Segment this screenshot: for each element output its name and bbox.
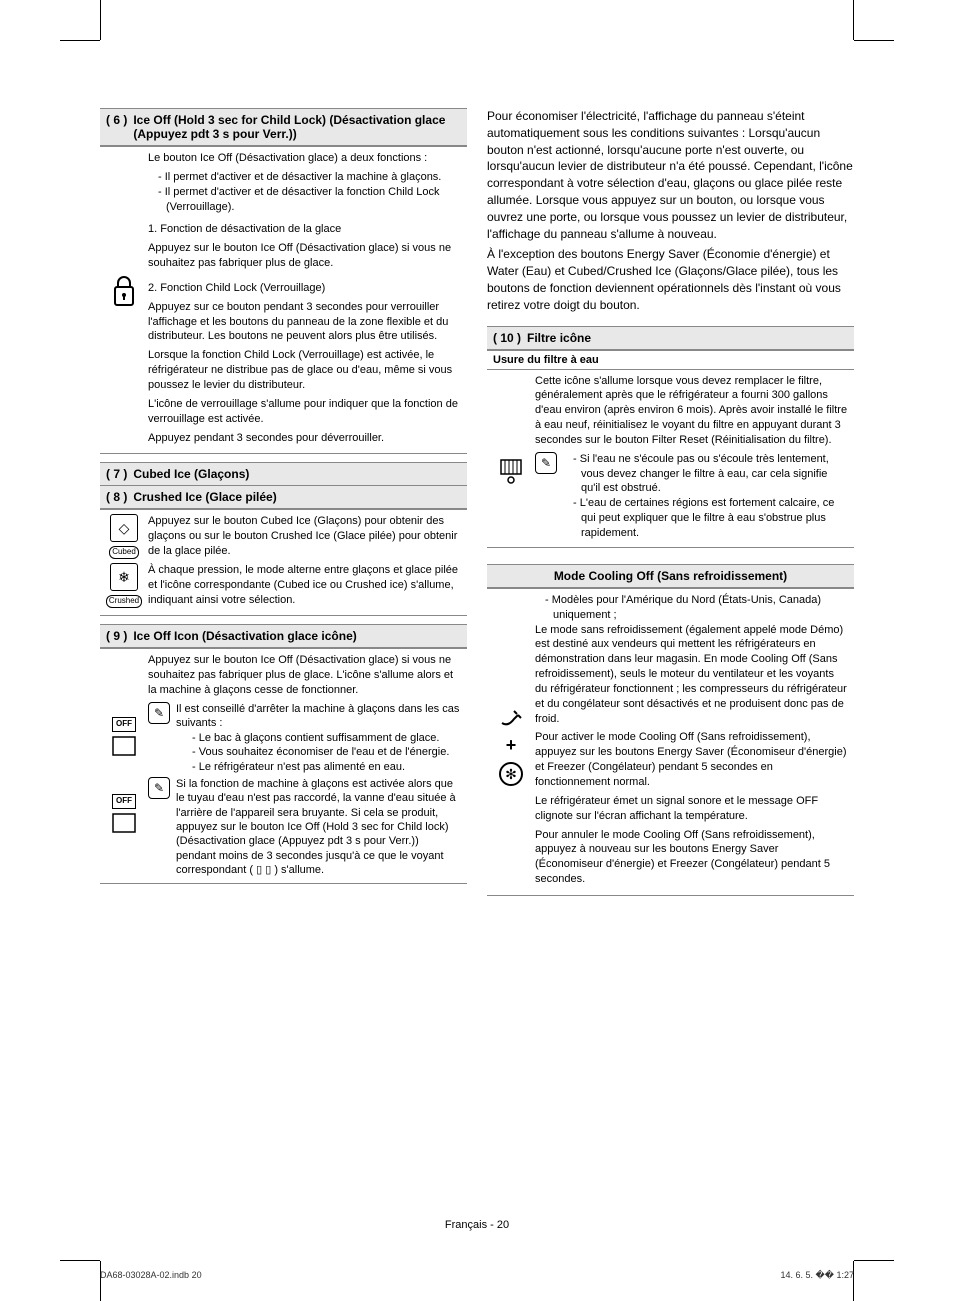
s9-tip2: Si la fonction de machine à glaçons est … — [176, 777, 461, 877]
s10-t1: Cette icône s'allume lorsque vous devez … — [535, 374, 848, 448]
s6-f1h: 1. Fonction de désactivation de la glace — [148, 222, 461, 237]
ice-off-icon-1 — [112, 736, 136, 756]
section-8-num: ( 8 ) — [106, 490, 127, 504]
cooling-t1: Le mode sans refroidissement (également … — [535, 623, 848, 727]
section-6-title: Ice Off (Hold 3 sec for Child Lock) (Dés… — [133, 113, 461, 141]
off-badge-2: OFF — [112, 794, 136, 809]
s10-tipA: Si l'eau ne s'écoule pas ou s'écoule trè… — [581, 452, 848, 497]
s6-f2h: 2. Fonction Child Lock (Verrouillage) — [148, 281, 461, 296]
columns: ( 6 ) Ice Off (Hold 3 sec for Child Lock… — [100, 108, 854, 896]
section-10-title: Filtre icône — [527, 331, 591, 345]
s6-f2t3: L'icône de verrouillage s'allume pour in… — [148, 397, 461, 427]
s9-t1: Appuyez sur le bouton Ice Off (Désactiva… — [148, 653, 461, 698]
cooling-b1: Modèles pour l'Amérique du Nord (États-U… — [553, 593, 848, 623]
section-10: ( 10 ) Filtre icône Usure du filtre à ea… — [487, 326, 854, 548]
s8-t1: Appuyez sur le bouton Cubed Ice (Glaçons… — [148, 514, 461, 559]
right-intro-p1: Pour économiser l'électricité, l'afficha… — [487, 108, 854, 242]
doc-footer-left: DA68-03028A-02.indb 20 — [100, 1270, 202, 1281]
crushed-label: Crushed — [106, 595, 142, 608]
cooling-icon-col: + ✻ — [493, 593, 529, 891]
cooling-title: Mode Cooling Off (Sans refroidissement) — [487, 564, 854, 588]
section-7-title: Cubed Ice (Glaçons) — [133, 467, 249, 481]
s9-tip1c: Le réfrigérateur n'est pas alimenté en e… — [200, 760, 461, 775]
cooling-body: + ✻ Modèles pour l'Amérique du Nord (Éta… — [487, 589, 854, 895]
ice-icons-col: ◇ Cubed ❄ Crushed — [106, 514, 142, 611]
off-badge-1: OFF — [112, 717, 136, 732]
cooling-t3: Le réfrigérateur émet un signal sonore e… — [535, 794, 848, 824]
cooling-t4: Pour annuler le mode Cooling Off (Sans r… — [535, 828, 848, 887]
section-10-num: ( 10 ) — [493, 331, 521, 345]
right-column: Pour économiser l'électricité, l'afficha… — [487, 108, 854, 896]
section-6: ( 6 ) Ice Off (Hold 3 sec for Child Lock… — [100, 108, 467, 454]
s6-f2t2: Lorsque la fonction Child Lock (Verrouil… — [148, 348, 461, 393]
off-icons-col: OFF OFF — [106, 653, 142, 879]
section-9-num: ( 9 ) — [106, 629, 127, 643]
section-10-header: ( 10 ) Filtre icône — [487, 326, 854, 350]
plus-icon: + — [506, 733, 517, 757]
lock-icon — [110, 275, 138, 309]
filter-icon — [497, 458, 525, 486]
section-8-header: ( 8 ) Crushed Ice (Glace pilée) — [100, 486, 467, 509]
ice-off-icon-2 — [112, 813, 136, 833]
section-9: ( 9 ) Ice Off Icon (Désactivation glace … — [100, 624, 467, 884]
section-6-body: Le bouton Ice Off (Désactivation glace) … — [100, 147, 467, 453]
section-7-header: ( 7 ) Cubed Ice (Glaçons) — [100, 462, 467, 486]
crushed-ice-icon: ❄ — [110, 563, 138, 591]
cubed-label: Cubed — [109, 546, 139, 559]
svg-text:✻: ✻ — [505, 766, 517, 782]
section-8-title: Crushed Ice (Glace pilée) — [133, 490, 276, 504]
plug-icon — [498, 707, 524, 729]
s6-bullet-2: Il permet d'activer et de désactiver la … — [166, 185, 461, 215]
section-8-body: ◇ Cubed ❄ Crushed Appuyez sur le bouton … — [100, 510, 467, 615]
section-6-num: ( 6 ) — [106, 113, 127, 127]
s9-tip1b: Vous souhaitez économiser de l'eau et de… — [200, 745, 461, 760]
section-6-header: ( 6 ) Ice Off (Hold 3 sec for Child Lock… — [100, 108, 467, 146]
s8-t2: À chaque pression, le mode alterne entre… — [148, 563, 461, 608]
s6-f2t4: Appuyez pendant 3 secondes pour déverrou… — [148, 431, 461, 446]
right-intro-p2: À l'exception des boutons Energy Saver (… — [487, 246, 854, 313]
cooling-section: Mode Cooling Off (Sans refroidissement) … — [487, 564, 854, 896]
tip-icon-1: ✎ — [148, 702, 170, 724]
tip-icon-2: ✎ — [148, 777, 170, 799]
s6-f2t1: Appuyez sur ce bouton pendant 3 secondes… — [148, 300, 461, 345]
section-10-body: Cette icône s'allume lorsque vous devez … — [487, 370, 854, 547]
doc-footer: DA68-03028A-02.indb 20 14. 6. 5. �� 1:27 — [100, 1270, 854, 1281]
s6-f1t: Appuyez sur le bouton Ice Off (Désactiva… — [148, 241, 461, 271]
doc-footer-right: 14. 6. 5. �� 1:27 — [781, 1270, 855, 1281]
s6-bullet-1: Il permet d'activer et de désactiver la … — [166, 170, 461, 185]
page-footer: Français - 20 — [0, 1219, 954, 1231]
s9-tip1: Il est conseillé d'arrêter la machine à … — [176, 703, 459, 729]
left-column: ( 6 ) Ice Off (Hold 3 sec for Child Lock… — [100, 108, 467, 896]
section-9-title: Ice Off Icon (Désactivation glace icône) — [133, 629, 356, 643]
cubed-ice-icon: ◇ — [110, 514, 138, 542]
section-9-body: OFF OFF Appuyez sur le bouton Ice Off (D… — [100, 649, 467, 883]
snowflake-circle-icon: ✻ — [498, 761, 524, 787]
section-7-num: ( 7 ) — [106, 467, 127, 481]
section-9-header: ( 9 ) Ice Off Icon (Désactivation glace … — [100, 624, 467, 648]
filter-icon-col — [493, 374, 529, 543]
s6-intro: Le bouton Ice Off (Désactivation glace) … — [148, 151, 461, 166]
cooling-t2: Pour activer le mode Cooling Off (Sans r… — [535, 730, 848, 789]
s10-tipB: L'eau de certaines régions est fortement… — [581, 496, 848, 541]
filter-tip-icon: ✎ — [535, 452, 557, 474]
lock-icon-col — [106, 151, 142, 449]
s10-sub: Usure du filtre à eau — [487, 351, 854, 370]
section-7-8: ( 7 ) Cubed Ice (Glaçons) ( 8 ) Crushed … — [100, 462, 467, 616]
page: ( 6 ) Ice Off (Hold 3 sec for Child Lock… — [0, 0, 954, 1301]
s9-tip1a: Le bac à glaçons contient suffisamment d… — [200, 731, 461, 746]
